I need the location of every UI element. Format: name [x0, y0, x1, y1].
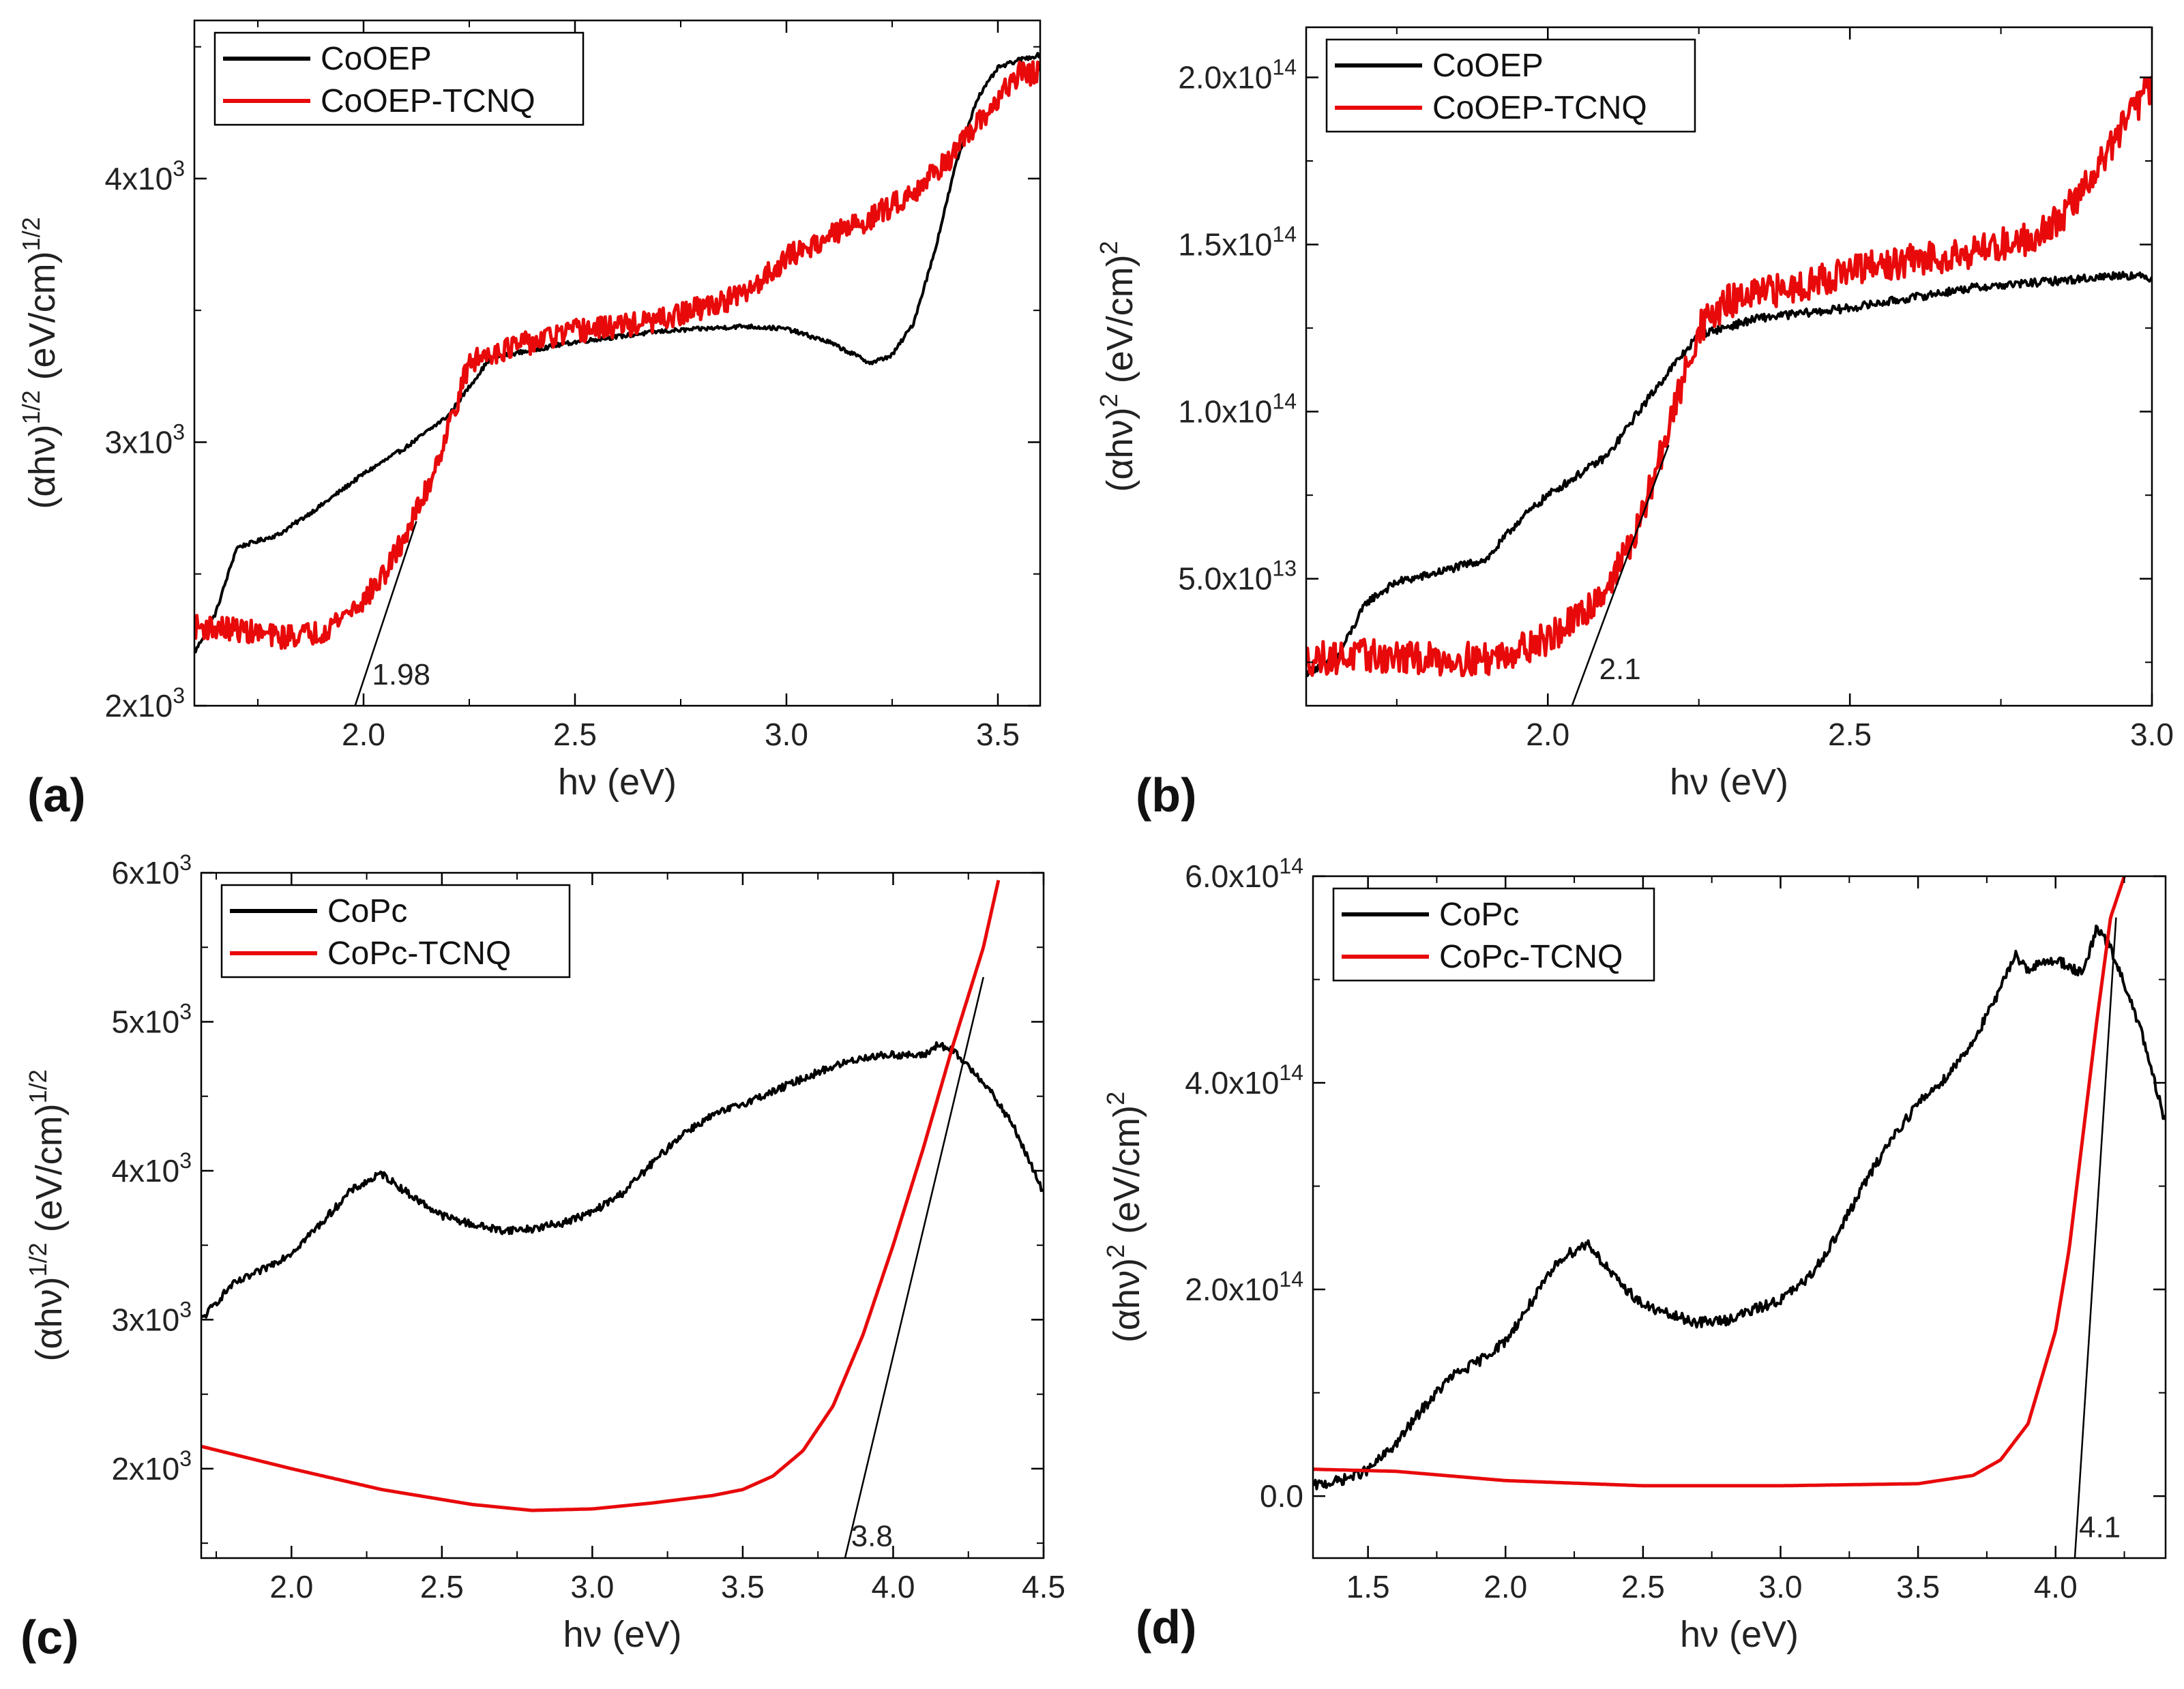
x-axis-label: hν (eV) [1670, 762, 1788, 803]
x-tick-label: 2.5 [1828, 717, 1872, 752]
y-tick-label: 6x103 [111, 850, 192, 891]
y-tick-label: 5x103 [111, 999, 192, 1039]
y-tick-label: 3x103 [104, 419, 185, 460]
y-tick-label: 6.0x1014 [1185, 854, 1303, 894]
legend-label: CoPc [1439, 897, 1519, 933]
x-axis-label: hν (eV) [563, 1614, 681, 1655]
panel-label: (d) [1136, 1600, 1196, 1654]
x-tick-label: 2.0 [269, 1569, 313, 1604]
x-tick-label: 1.5 [1346, 1569, 1390, 1604]
y-tick-label: 5.0x1013 [1178, 556, 1297, 597]
panel-b: 2.1 2.0 2.5 3.0 5.0x1013 1.0x1014 1.5x1014 2.0x… [1095, 26, 2174, 822]
legend-box [1332, 887, 1655, 982]
x-tick-label: 4.0 [2034, 1569, 2078, 1604]
tangent-fit-line [354, 521, 417, 706]
x-tick-label: 3.0 [765, 717, 808, 752]
series-copc-tcnq-line [201, 880, 1001, 1512]
x-axis-label: hν (eV) [1680, 1614, 1799, 1655]
series-copc-tcnq-line [1313, 876, 2126, 1488]
x-tick-label: 2.0 [342, 717, 385, 752]
x-tick-label: 4.5 [1022, 1569, 1065, 1604]
plot-frame [200, 871, 1045, 1559]
panel-d: 4.1 1.5 2.0 2.5 3.0 3.5 4.0 0.0 2.0x1014 4.0x1014… [1102, 854, 2167, 1655]
x-tick-label: 3.0 [1759, 1569, 1803, 1604]
legend-label: CoPc [327, 893, 407, 929]
legend-label: CoPc-TCNQ [327, 936, 511, 972]
y-tick-label: 3x103 [111, 1297, 192, 1337]
legend-box [1325, 38, 1696, 133]
x-tick-label: 2.5 [553, 717, 597, 752]
tangent-fit-line [2074, 917, 2117, 1558]
y-axis-label: (αhν)1/2 (eV/cm)1/2 [17, 217, 63, 509]
y-tick-label: 4x103 [104, 156, 185, 196]
series-cooep-line [1306, 271, 2152, 677]
x-tick-label: 2.5 [420, 1569, 464, 1604]
series-cooep-tcnq-line [1306, 76, 2152, 678]
legend-box [220, 884, 571, 978]
x-tick-label: 3.5 [976, 717, 1020, 752]
legend-label: CoOEP-TCNQ [321, 83, 535, 119]
series-cooep-line [194, 52, 1040, 654]
band-gap-annotation: 1.98 [372, 658, 430, 691]
panel-label: (b) [1136, 768, 1196, 822]
series-cooep-tcnq-line [194, 60, 1040, 651]
plot-frame [193, 19, 1042, 707]
tangent-fit-line [844, 976, 985, 1558]
y-tick-label: 2x103 [104, 683, 185, 723]
y-tick-label: 1.0x1014 [1178, 389, 1297, 430]
tangent-fit-line [1571, 445, 1670, 706]
y-tick-label: 2.0x1014 [1178, 55, 1297, 95]
legend-label: CoOEP [321, 41, 432, 77]
band-gap-annotation: 2.1 [1599, 653, 1641, 686]
x-tick-label: 3.0 [570, 1569, 614, 1604]
y-tick-label: 2x103 [111, 1446, 192, 1486]
x-tick-label: 2.5 [1621, 1569, 1665, 1604]
plot-frame [1312, 875, 2167, 1559]
y-tick-label: 4.0x1014 [1185, 1060, 1303, 1101]
series-copc-line [1313, 924, 2166, 1491]
y-axis-label: (αhν)2 (eV/cm)2 [1095, 241, 1140, 492]
series-copc-line [201, 1041, 1044, 1319]
y-tick-label: 2.0x1014 [1185, 1267, 1303, 1307]
y-tick-label: 4x103 [111, 1148, 192, 1189]
x-tick-label: 2.0 [1526, 717, 1569, 752]
x-tick-label: 3.5 [721, 1569, 765, 1604]
y-axis-label: (αhν)1/2 (eV/cm)1/2 [24, 1069, 70, 1361]
panel-label: (c) [20, 1611, 79, 1664]
x-tick-label: 2.0 [1484, 1569, 1527, 1604]
panel-a: 1.98 2.0 2.5 3.0 3.5 2x103 3x103 4x103 hν (eV) (α… [17, 19, 1042, 822]
x-tick-label: 4.0 [871, 1569, 915, 1604]
y-tick-label: 1.5x1014 [1178, 222, 1297, 263]
x-axis-label: hν (eV) [558, 762, 677, 803]
legend-label: CoPc-TCNQ [1439, 939, 1623, 975]
x-tick-label: 3.0 [2130, 717, 2174, 752]
panel-label: (a) [27, 768, 86, 822]
y-tick-label: 0.0 [1260, 1478, 1303, 1514]
x-tick-label: 3.5 [1896, 1569, 1940, 1604]
band-gap-annotation: 3.8 [851, 1520, 893, 1553]
band-gap-annotation: 4.1 [2079, 1511, 2121, 1544]
legend-label: CoOEP-TCNQ [1432, 90, 1647, 126]
plot-frame [1305, 26, 2153, 707]
legend-box [213, 31, 585, 126]
panel-c: 3.8 2.0 2.5 3.0 3.5 4.0 4.5 2x103 3x103 4x103 5x10… [20, 850, 1065, 1664]
legend-label: CoOEP [1432, 48, 1544, 84]
y-axis-label: (αhν)2 (eV/cm)2 [1102, 1092, 1147, 1343]
